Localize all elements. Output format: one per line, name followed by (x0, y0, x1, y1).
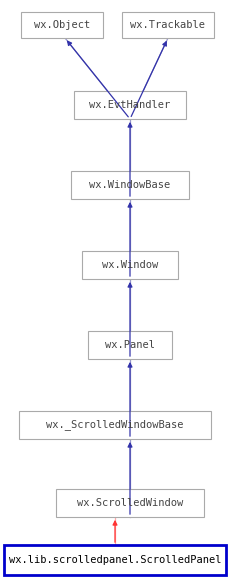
Bar (4, 545, 225, 575)
Bar (74, 91, 185, 119)
Bar (121, 12, 213, 38)
Bar (88, 331, 171, 359)
Text: wx._ScrolledWindowBase: wx._ScrolledWindowBase (46, 419, 183, 430)
Text: wx.Window: wx.Window (101, 260, 158, 270)
Bar (19, 411, 210, 439)
Text: wx.Panel: wx.Panel (105, 340, 154, 350)
Text: wx.WindowBase: wx.WindowBase (89, 180, 170, 190)
Bar (71, 171, 188, 199)
Text: wx.ScrolledWindow: wx.ScrolledWindow (76, 498, 182, 508)
Text: wx.Object: wx.Object (34, 20, 90, 30)
Bar (21, 12, 103, 38)
Text: wx.Trackable: wx.Trackable (130, 20, 204, 30)
Text: wx.EvtHandler: wx.EvtHandler (89, 100, 170, 110)
Bar (82, 251, 177, 279)
Text: wx.lib.scrolledpanel.ScrolledPanel: wx.lib.scrolledpanel.ScrolledPanel (9, 555, 220, 565)
Bar (56, 489, 203, 517)
